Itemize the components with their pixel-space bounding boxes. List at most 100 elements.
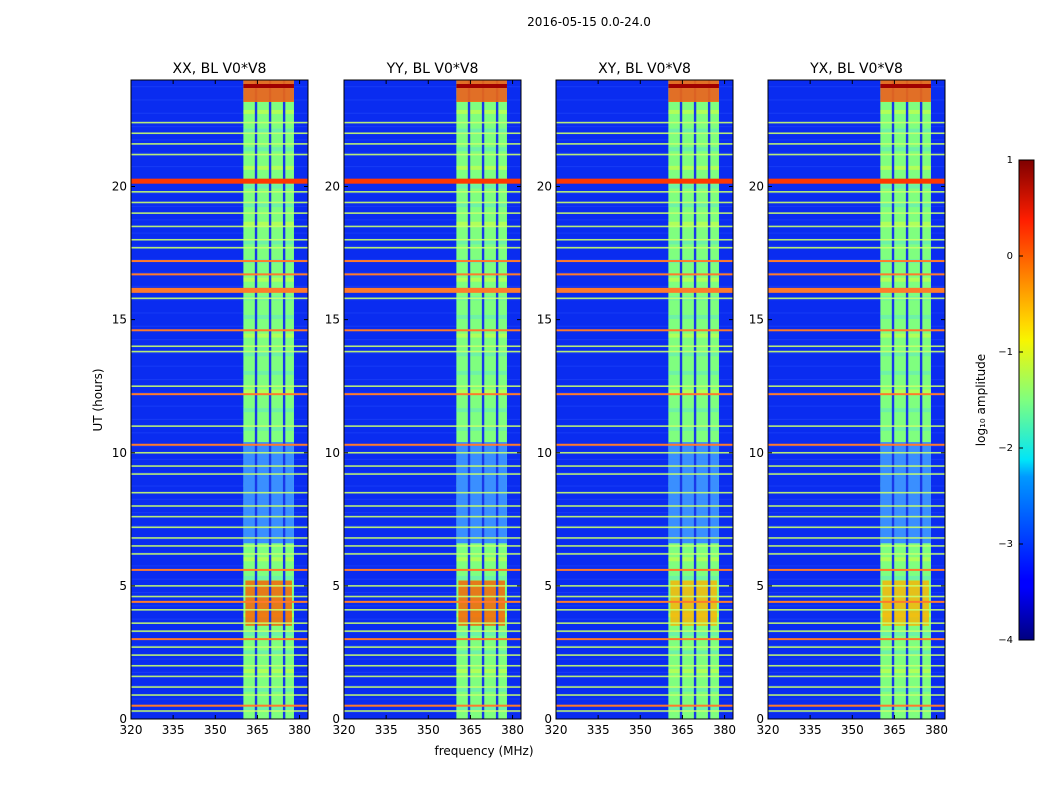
noise-row [131,671,308,674]
band-texture [668,240,719,245]
colorbar-tick-label: −2 [998,443,1013,454]
noise-row [768,458,945,461]
noise-row [556,299,733,301]
noise-row [131,551,308,554]
band-texture [880,109,931,114]
noise-row [768,631,945,634]
rfi-line-weak [556,515,733,518]
band-texture [243,557,294,562]
noise-row [556,658,733,660]
rfi-line-weak [556,505,733,507]
channel-edge [679,80,683,719]
rfi-line-strong [344,704,521,707]
colorbar-tick-label: −4 [998,635,1013,646]
rfi-line-strong [131,273,308,276]
band-texture [880,687,931,692]
rfi-line-strong [556,568,733,571]
rfi-line-weak [131,225,308,228]
noise-row [344,405,521,407]
band-texture [243,426,294,431]
noise-row [131,565,308,567]
band-texture [880,165,931,170]
rfi-line-strong [344,600,521,603]
band-texture [668,687,719,692]
noise-row [556,565,733,567]
band-texture [456,333,507,338]
x-tick-label: 350 [629,723,652,737]
noise-row [131,418,308,421]
x-tick-label: 380 [925,723,948,737]
rfi-line-weak [344,622,521,624]
rfi-line-strong [556,260,733,263]
noise-row [556,578,733,580]
noise-row [131,525,308,527]
band-texture [880,426,931,431]
rfi-line-weak [131,132,308,135]
rfi-line-weak [131,345,308,348]
rfi-line-weak [768,201,945,204]
band-texture [456,184,507,189]
noise-row [131,578,308,580]
rfi-line-weak [131,694,308,696]
noise-row [556,618,733,620]
rfi-line-weak [344,545,521,547]
rfi-line-weak [131,622,308,624]
rfi-line-weak [556,646,733,648]
noise-row [131,698,308,700]
noise-row [556,472,733,474]
band-texture [243,408,294,413]
band-texture [880,408,931,413]
rfi-line-weak [768,537,945,539]
y-tick-label: 10 [749,446,764,460]
rfi-line-strong [131,178,308,184]
band-texture [456,408,507,413]
rfi-line-strong [768,287,945,293]
noise-row [131,645,308,647]
band-texture [880,147,931,152]
rfi-line-weak [556,297,733,300]
top-saturation [668,80,719,102]
channel-edge [254,80,258,719]
noise-row [768,525,945,527]
rfi-line-weak [131,465,308,467]
noise-row [556,671,733,674]
x-tick-label: 380 [713,723,736,737]
y-tick-label: 15 [112,313,127,327]
rfi-line-weak [344,609,521,611]
rfi-line-weak [556,246,733,249]
noise-row [556,698,733,700]
noise-row [556,432,733,434]
rfi-line-weak [556,694,733,696]
y-tick-label: 10 [537,446,552,460]
channel-edge [268,80,272,719]
rfi-line-weak [768,225,945,228]
y-tick-label: 10 [112,446,127,460]
band-texture [880,277,931,282]
noise-row [344,152,521,154]
band-texture [668,426,719,431]
band-texture [880,333,931,338]
noise-row [131,352,308,354]
rfi-line-weak [131,350,308,353]
rfi-line-weak [768,121,945,124]
panel-xy: XY, BL V0*V8 320 335 350 365 380 0 5 10 15 20 [537,61,736,737]
noise-row [344,205,521,208]
noise-row [768,338,945,341]
noise-row [344,192,521,194]
rfi-line-weak [131,385,308,387]
rfi-line-strong [131,443,308,446]
rfi-line-weak [768,545,945,547]
rfi-line-weak [768,585,945,587]
noise-row [131,112,308,114]
band-texture [668,147,719,152]
rfi-line-weak [344,595,521,598]
rfi-line-weak [344,694,521,696]
rfi-line-weak [768,212,945,214]
y-tick-label: 15 [749,313,764,327]
noise-row [131,86,308,88]
colorbar-tick-label: −1 [998,347,1013,358]
band-texture [243,389,294,394]
rfi-line-strong [344,443,521,446]
rfi-line-weak [131,710,308,712]
x-tick-label: 335 [799,723,822,737]
